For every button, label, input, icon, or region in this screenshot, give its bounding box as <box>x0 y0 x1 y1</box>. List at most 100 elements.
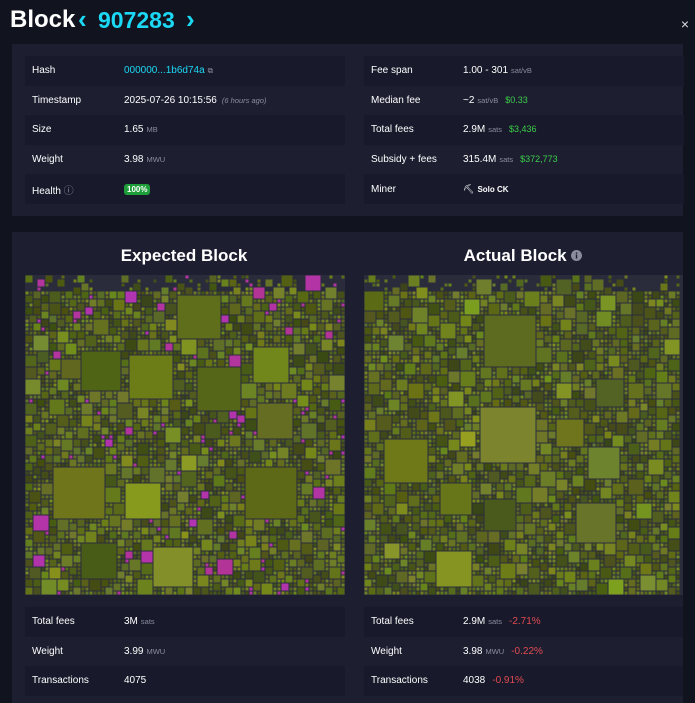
transaction-square[interactable] <box>492 583 496 587</box>
transaction-square[interactable] <box>588 495 592 499</box>
transaction-square[interactable] <box>189 443 201 455</box>
transaction-square[interactable] <box>416 491 420 495</box>
transaction-square[interactable] <box>636 471 644 479</box>
transaction-square[interactable] <box>380 467 384 471</box>
transaction-square[interactable] <box>500 543 504 547</box>
transaction-square[interactable] <box>133 455 137 459</box>
transaction-square[interactable] <box>293 319 301 327</box>
transaction-square[interactable] <box>400 359 404 363</box>
transaction-square[interactable] <box>333 363 345 375</box>
transaction-square[interactable] <box>173 299 177 303</box>
transaction-square[interactable] <box>648 591 652 595</box>
transaction-square[interactable] <box>384 559 388 563</box>
transaction-square[interactable] <box>584 591 588 595</box>
transaction-square[interactable] <box>380 327 388 335</box>
transaction-square[interactable] <box>29 567 41 579</box>
transaction-square[interactable] <box>325 503 329 507</box>
transaction-square[interactable] <box>448 527 452 531</box>
transaction-square[interactable] <box>53 467 105 519</box>
transaction-square[interactable] <box>265 343 269 347</box>
transaction-square[interactable] <box>233 515 245 527</box>
transaction-square[interactable] <box>572 375 580 383</box>
transaction-square[interactable] <box>652 391 656 395</box>
transaction-square[interactable] <box>428 375 436 383</box>
transaction-square[interactable] <box>516 471 524 479</box>
transaction-square[interactable] <box>197 535 201 539</box>
transaction-square[interactable] <box>125 291 137 303</box>
transaction-square[interactable] <box>25 523 29 527</box>
transaction-square[interactable] <box>564 307 576 319</box>
transaction-square[interactable] <box>133 555 137 559</box>
transaction-square[interactable] <box>612 339 620 347</box>
transaction-square[interactable] <box>584 351 588 355</box>
transaction-square[interactable] <box>25 483 33 491</box>
transaction-square[interactable] <box>388 323 392 327</box>
transaction-square[interactable] <box>197 467 201 471</box>
transaction-square[interactable] <box>524 587 528 591</box>
transaction-square[interactable] <box>468 515 472 519</box>
transaction-square[interactable] <box>464 299 480 315</box>
transaction-square[interactable] <box>484 463 492 471</box>
transaction-square[interactable] <box>588 311 592 315</box>
transaction-square[interactable] <box>293 531 297 535</box>
transaction-square[interactable] <box>636 379 640 383</box>
transaction-square[interactable] <box>480 355 484 359</box>
transaction-square[interactable] <box>137 555 141 559</box>
transaction-square[interactable] <box>456 299 460 303</box>
transaction-square[interactable] <box>289 447 293 451</box>
transaction-square[interactable] <box>33 307 41 315</box>
transaction-square[interactable] <box>113 319 121 327</box>
transaction-square[interactable] <box>652 335 656 339</box>
transaction-square[interactable] <box>676 579 680 583</box>
transaction-square[interactable] <box>496 567 500 571</box>
transaction-square[interactable] <box>213 535 217 539</box>
transaction-square[interactable] <box>269 451 277 459</box>
transaction-square[interactable] <box>632 303 644 315</box>
transaction-square[interactable] <box>69 579 73 583</box>
transaction-square[interactable] <box>644 491 652 499</box>
transaction-square[interactable] <box>33 483 37 487</box>
transaction-square[interactable] <box>193 379 197 383</box>
transaction-square[interactable] <box>165 483 173 491</box>
transaction-square[interactable] <box>305 515 309 519</box>
transaction-square[interactable] <box>488 531 500 543</box>
transaction-square[interactable] <box>337 315 341 319</box>
transaction-square[interactable] <box>49 499 53 503</box>
transaction-square[interactable] <box>420 351 424 355</box>
transaction-square[interactable] <box>616 323 620 327</box>
transaction-square[interactable] <box>496 483 504 491</box>
transaction-square[interactable] <box>69 355 73 359</box>
transaction-square[interactable] <box>512 579 516 583</box>
transaction-square[interactable] <box>384 323 388 327</box>
transaction-square[interactable] <box>428 563 436 571</box>
transaction-square[interactable] <box>416 403 420 407</box>
transaction-square[interactable] <box>329 355 333 359</box>
transaction-square[interactable] <box>472 491 480 499</box>
transaction-square[interactable] <box>157 403 161 407</box>
transaction-square[interactable] <box>572 487 580 495</box>
transaction-square[interactable] <box>412 295 416 299</box>
transaction-square[interactable] <box>656 363 664 371</box>
transaction-square[interactable] <box>173 411 181 419</box>
transaction-square[interactable] <box>245 419 257 431</box>
transaction-square[interactable] <box>117 571 125 579</box>
transaction-square[interactable] <box>436 463 444 471</box>
transaction-square[interactable] <box>632 471 636 475</box>
transaction-square[interactable] <box>396 491 408 503</box>
transaction-square[interactable] <box>53 435 57 439</box>
transaction-square[interactable] <box>388 583 392 587</box>
transaction-square[interactable] <box>137 291 141 295</box>
transaction-square[interactable] <box>221 291 225 295</box>
transaction-square[interactable] <box>648 347 660 359</box>
transaction-square[interactable] <box>73 391 77 395</box>
transaction-square[interactable] <box>73 395 77 399</box>
transaction-square[interactable] <box>137 551 141 555</box>
transaction-square[interactable] <box>221 591 225 595</box>
transaction-square[interactable] <box>440 387 448 395</box>
transaction-square[interactable] <box>368 383 380 395</box>
transaction-square[interactable] <box>416 419 428 431</box>
transaction-square[interactable] <box>592 371 600 379</box>
transaction-square[interactable] <box>49 559 57 567</box>
transaction-square[interactable] <box>572 323 576 327</box>
transaction-square[interactable] <box>600 563 604 567</box>
